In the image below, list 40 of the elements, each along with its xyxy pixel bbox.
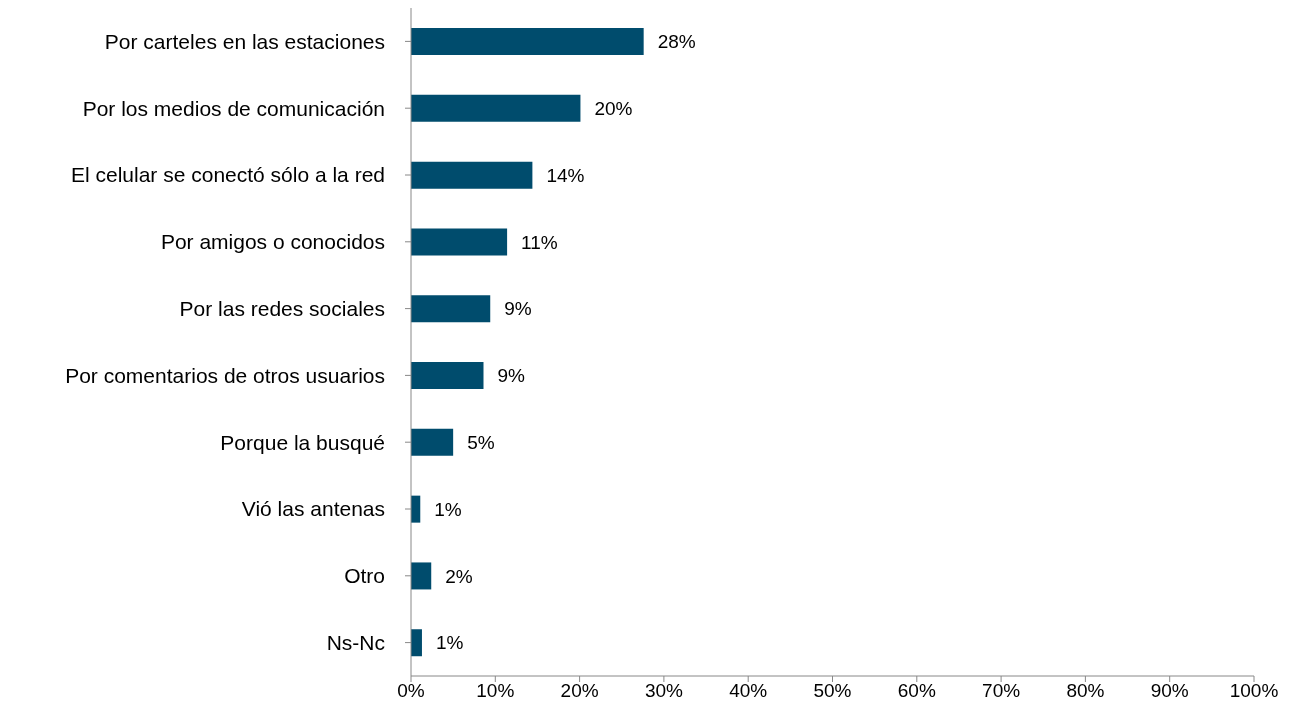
x-tick-label: 90%: [1150, 680, 1189, 702]
x-tick-label: 0%: [397, 680, 425, 702]
data-label: 28%: [657, 31, 696, 53]
data-label: 9%: [504, 298, 532, 320]
x-tick-label: 10%: [476, 680, 515, 702]
data-label: 5%: [467, 431, 495, 453]
y-tick-label: Vió las antenas: [241, 497, 385, 521]
y-tick-label: Por amigos o conocidos: [160, 230, 385, 254]
data-label: 11%: [521, 231, 558, 253]
data-label: 9%: [497, 365, 526, 387]
y-tick-label: El celular se conectó sólo a la red: [70, 163, 385, 187]
y-tick-label: Por las redes sociales: [179, 297, 385, 321]
bar: [411, 428, 454, 456]
y-tick-label: Por carteles en las estaciones: [104, 29, 385, 53]
data-label: 1%: [435, 632, 464, 654]
bar: [411, 362, 484, 390]
x-tick-label: 50%: [813, 680, 852, 702]
bar: [411, 161, 533, 189]
y-tick-label: Porque la busqué: [220, 430, 385, 454]
data-label: 1%: [434, 498, 462, 520]
x-tick-label: 80%: [1066, 680, 1105, 702]
x-tick-label: 40%: [729, 680, 768, 702]
bar: [411, 629, 422, 657]
y-tick-label: Por comentarios de otros usuarios: [65, 363, 385, 387]
y-tick-label: Por los medios de comunicación: [82, 96, 385, 120]
bar: [411, 228, 508, 256]
bar: [411, 94, 581, 122]
data-label: 14%: [546, 164, 585, 186]
data-label: 20%: [594, 97, 633, 119]
bar: [411, 28, 644, 56]
y-tick-label: Otro: [344, 564, 385, 588]
x-tick-label: 20%: [560, 680, 599, 702]
x-tick-label: 60%: [897, 680, 936, 702]
x-tick-label: 70%: [982, 680, 1021, 702]
x-tick-label: 30%: [644, 680, 684, 702]
bar: [411, 295, 491, 323]
bar: [411, 562, 432, 590]
y-tick-label: Ns-Nc: [326, 631, 385, 655]
x-tick-label: 100%: [1229, 680, 1279, 702]
data-label: 2%: [445, 565, 473, 587]
